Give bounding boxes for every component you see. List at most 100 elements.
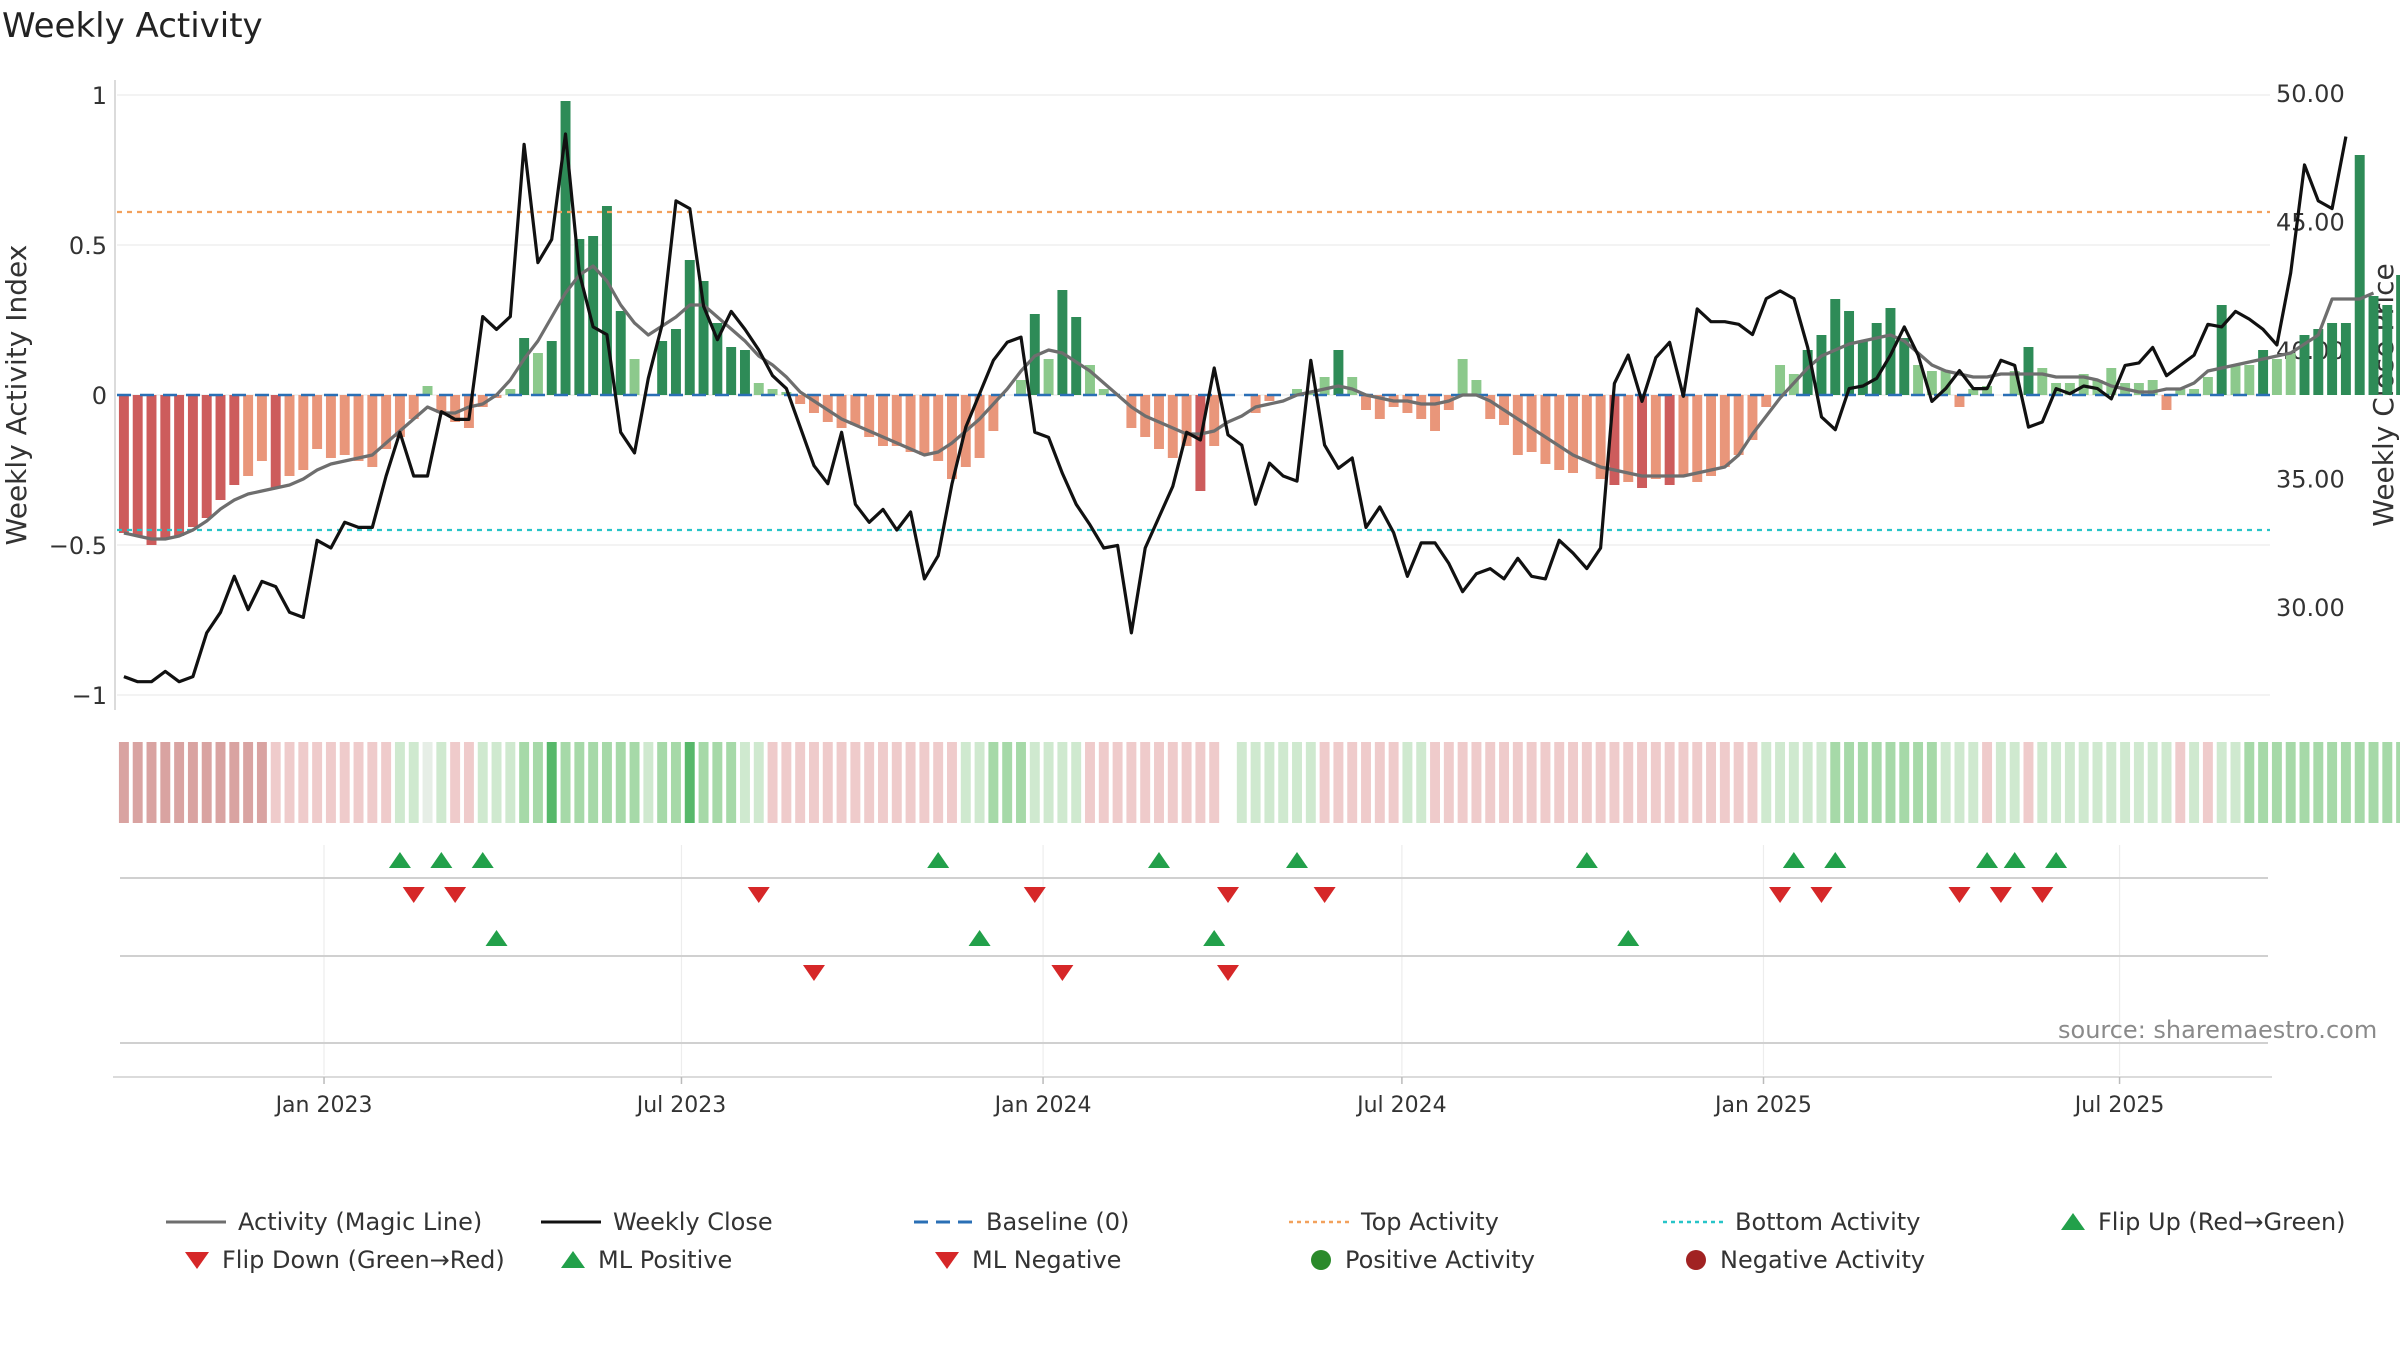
dot-icon: [1686, 1250, 1706, 1270]
heat-cell: [436, 742, 447, 823]
heat-cell: [1568, 742, 1579, 823]
activity-bar: [1471, 380, 1482, 395]
activity-bar: [1209, 395, 1220, 446]
activity-bar: [1871, 323, 1882, 395]
heat-cell: [822, 742, 833, 823]
heat-cell: [1802, 742, 1813, 823]
activity-bar: [588, 236, 599, 395]
activity-bar: [2244, 365, 2255, 395]
heat-cell: [643, 742, 654, 823]
activity-bar: [1540, 395, 1551, 464]
heat-cell: [1747, 742, 1758, 823]
heat-cell: [2271, 742, 2282, 823]
ml-positive-marker: [1617, 930, 1640, 946]
activity-bar: [2133, 383, 2144, 395]
legend-label: Flip Up (Red→Green): [2098, 1208, 2346, 1236]
activity-bar: [215, 395, 226, 500]
heat-cell: [1485, 742, 1496, 823]
ml-positive-marker: [968, 930, 991, 946]
x-tick-label: Jan 2025: [1713, 1093, 1812, 1118]
activity-bar: [1292, 389, 1302, 395]
x-tick-label: Jul 2025: [2073, 1093, 2165, 1118]
activity-bar: [1181, 395, 1192, 446]
flip-down-marker: [1989, 887, 2012, 903]
heat-cell: [781, 742, 792, 823]
activity-bar: [174, 395, 185, 536]
flip-down-marker: [1769, 887, 1792, 903]
dot-icon: [1311, 1250, 1331, 1270]
heat-cell: [2382, 742, 2393, 823]
activity-bar: [601, 206, 612, 395]
heat-cell: [2106, 742, 2117, 823]
activity-bar: [2258, 350, 2269, 395]
legend-baseline: Baseline (0): [914, 1208, 1129, 1236]
heat-cell: [1457, 742, 1468, 823]
heat-cell: [1043, 742, 1054, 823]
activity-bar: [974, 395, 985, 458]
activity-bar: [132, 395, 143, 536]
weekly-close-swatch: [541, 1220, 601, 1224]
y-tick-left: 0: [92, 382, 107, 410]
heat-strip: [118, 742, 2400, 823]
heat-cell: [1664, 742, 1675, 823]
activity-bar: [726, 347, 737, 395]
heat-cell: [1126, 742, 1137, 823]
heat-cell: [1499, 742, 1509, 823]
legend-flip-down: Flip Down (Green→Red): [184, 1246, 505, 1274]
heat-cell: [284, 742, 295, 823]
heat-cell: [795, 742, 806, 823]
heat-cell: [1899, 742, 1910, 823]
activity-bars: [118, 101, 2400, 545]
heat-cell: [919, 742, 930, 823]
heat-cell: [560, 742, 571, 823]
activity-bar: [1816, 335, 1827, 395]
heat-cell: [2368, 742, 2379, 823]
heat-cell: [601, 742, 612, 823]
activity-bar: [2368, 296, 2379, 395]
activity-bar: [2189, 389, 2200, 395]
heat-cell: [739, 742, 750, 823]
heat-cell: [1816, 742, 1827, 823]
activity-bar: [1982, 386, 1993, 395]
activity-bar: [684, 260, 695, 395]
heat-cell: [2202, 742, 2213, 823]
y-tick-right: 45.00: [2276, 208, 2345, 236]
activity-bar: [1043, 359, 1054, 395]
chart-title: Weekly Activity: [2, 6, 263, 46]
activity-bar: [1512, 395, 1523, 455]
heat-cell: [1154, 742, 1164, 823]
activity-bar: [201, 395, 212, 518]
heat-cell: [753, 742, 764, 823]
heat-cell: [1016, 742, 1026, 823]
flip-up-marker: [927, 852, 950, 868]
activity-bar: [864, 395, 875, 437]
heat-cell: [450, 742, 461, 823]
activity-bar: [1664, 395, 1675, 485]
legend-label: ML Negative: [972, 1246, 1122, 1274]
activity-bar: [1485, 395, 1496, 419]
heat-cell: [1443, 742, 1454, 823]
activity-bar: [1402, 395, 1413, 413]
heat-cell: [2354, 742, 2365, 823]
activity-bar: [450, 395, 461, 422]
heat-cell: [2161, 742, 2172, 823]
activity-bar: [2340, 323, 2351, 395]
heat-cell: [726, 742, 737, 823]
heat-cell: [1250, 742, 1261, 823]
heat-cell: [132, 742, 143, 823]
heat-cell: [118, 742, 129, 823]
ml-negative-marker: [1217, 965, 1240, 981]
activity-bar: [2147, 380, 2158, 395]
heat-cell: [1982, 742, 1993, 823]
activity-bar: [1333, 350, 1344, 395]
activity-bar: [477, 395, 488, 407]
ml-positive-marker: [485, 930, 508, 946]
heat-cell: [1581, 742, 1592, 823]
heat-cell: [2327, 742, 2338, 823]
heat-cell: [891, 742, 902, 823]
flip-up-marker: [1976, 852, 1999, 868]
heat-cell: [187, 742, 198, 823]
heat-cell: [960, 742, 971, 823]
triangle-up-icon: [2061, 1213, 2085, 1230]
activity-bar: [2064, 383, 2075, 395]
